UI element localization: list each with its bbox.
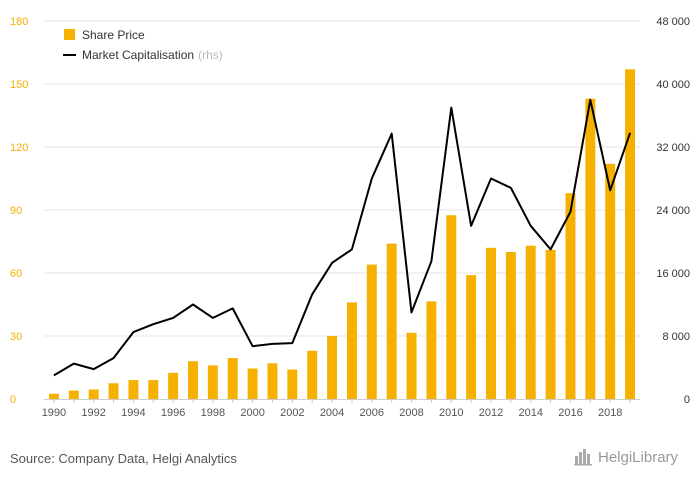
share-price-bar bbox=[88, 389, 99, 399]
y-left-tick-label: 0 bbox=[10, 394, 16, 406]
y-left-tick-label: 180 bbox=[10, 16, 28, 28]
share-price-bar bbox=[386, 243, 397, 399]
brand: HelgiLibrary bbox=[574, 448, 678, 466]
y-right-tick-label: 32 000 bbox=[656, 142, 690, 154]
share-price-bar bbox=[585, 98, 596, 399]
y-left-tick-label: 150 bbox=[10, 79, 28, 91]
share-price-bar bbox=[148, 380, 159, 399]
y-right-tick-label: 40 000 bbox=[656, 79, 690, 91]
brand-name: HelgiLibrary bbox=[598, 448, 679, 466]
y-right-tick-label: 48 000 bbox=[656, 16, 690, 28]
share-price-bar bbox=[426, 301, 437, 399]
share-price-bar bbox=[366, 264, 377, 399]
x-tick-label: 2014 bbox=[518, 407, 542, 419]
y-right-tick-label: 0 bbox=[684, 394, 690, 406]
share-price-bar bbox=[486, 247, 496, 399]
share-price-bar bbox=[327, 336, 338, 399]
share-price-bar bbox=[346, 302, 357, 399]
y-left-tick-label: 90 bbox=[10, 205, 22, 217]
x-tick-label: 1992 bbox=[81, 407, 105, 419]
y-left-tick-label: 120 bbox=[10, 142, 28, 154]
share-price-bar bbox=[48, 393, 59, 399]
y-right-tick-label: 24 000 bbox=[656, 205, 690, 217]
x-tick-label: 2000 bbox=[240, 407, 264, 419]
legend-market-cap-label: Market Capitalisation bbox=[82, 48, 194, 62]
source-note: Source: Company Data, Helgi Analytics bbox=[10, 451, 237, 466]
x-tick-label: 1996 bbox=[161, 407, 185, 419]
legend-share-price-swatch bbox=[64, 29, 75, 40]
x-tick-label: 2002 bbox=[280, 407, 304, 419]
city-skyline-icon bbox=[574, 449, 592, 466]
x-tick-label: 1994 bbox=[121, 407, 145, 419]
share-price-bar bbox=[545, 249, 556, 399]
y-right-tick-label: 16 000 bbox=[656, 268, 690, 280]
x-tick-label: 2010 bbox=[439, 407, 463, 419]
share-price-bar bbox=[188, 361, 198, 399]
share-price-bar bbox=[466, 275, 477, 399]
share-price-bar bbox=[168, 372, 179, 399]
share-price-bars bbox=[48, 69, 636, 400]
share-price-bar bbox=[247, 368, 258, 399]
legend-market-cap-suffix: (rhs) bbox=[198, 48, 223, 62]
share-price-bar bbox=[446, 215, 457, 399]
y-left-tick-label: 60 bbox=[10, 268, 22, 280]
share-price-bar bbox=[525, 245, 536, 399]
x-tick-label: 2016 bbox=[558, 407, 582, 419]
x-tick-label: 2004 bbox=[320, 407, 344, 419]
x-tick-label: 1990 bbox=[42, 407, 66, 419]
share-price-bar bbox=[68, 390, 79, 399]
axes: 0 30 60 90 120 150 180 0 8 000 16 000 24 000 32 000… bbox=[10, 16, 690, 419]
share-price-bar bbox=[108, 383, 119, 399]
share-price-bar bbox=[406, 332, 417, 399]
share-price-bar bbox=[227, 358, 238, 399]
x-tick-label: 1998 bbox=[201, 407, 225, 419]
market-cap-series-line bbox=[53, 98, 632, 377]
share-price-bar bbox=[565, 193, 576, 399]
grid bbox=[44, 20, 640, 337]
legend-share-price-label: Share Price bbox=[82, 28, 145, 42]
share-price-bar bbox=[505, 252, 516, 399]
y-left-tick-label: 30 bbox=[10, 331, 22, 343]
share-price-bar bbox=[307, 350, 318, 399]
share-price-bar bbox=[267, 363, 278, 399]
y-right-tick-label: 8 000 bbox=[662, 331, 690, 343]
x-tick-label: 2006 bbox=[360, 407, 384, 419]
market-cap-line bbox=[53, 98, 632, 377]
x-tick-label: 2008 bbox=[399, 407, 423, 419]
x-tick-label: 2018 bbox=[598, 407, 622, 419]
share-price-bar bbox=[128, 380, 139, 399]
share-price-bar bbox=[287, 369, 298, 399]
share-price-bar bbox=[207, 365, 218, 399]
x-tick-label: 2012 bbox=[479, 407, 503, 419]
legend: Share Price Market Capitalisation (rhs) bbox=[63, 28, 223, 62]
share-price-bar bbox=[625, 69, 636, 400]
share-price-bar bbox=[605, 163, 616, 399]
